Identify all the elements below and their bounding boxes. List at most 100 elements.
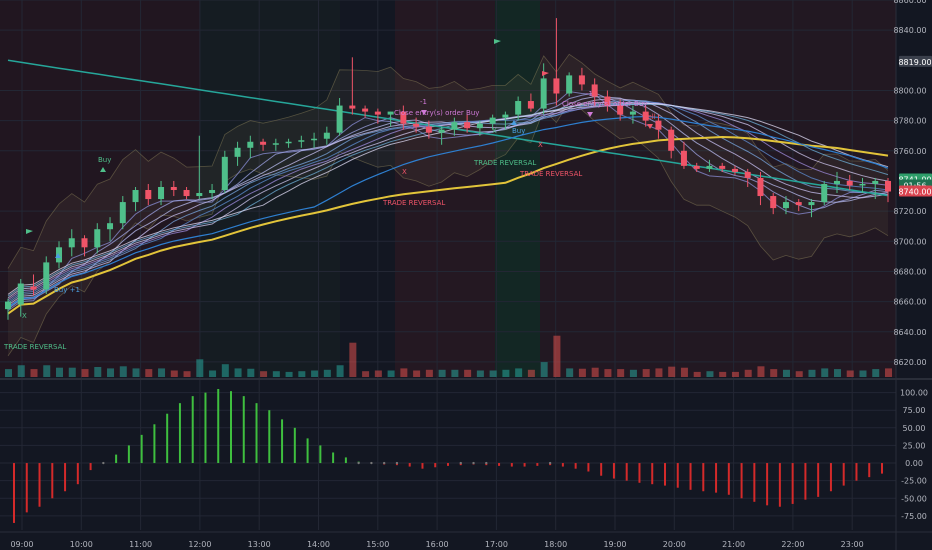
candle-body <box>770 196 777 209</box>
oscillator-zero-dot <box>357 461 360 465</box>
volume-bar <box>5 369 12 377</box>
candle-body <box>833 180 840 184</box>
candle-body <box>221 156 228 191</box>
volume-bar <box>885 368 892 377</box>
candle-body <box>196 193 203 197</box>
candle-body <box>119 202 126 224</box>
osc-axis-label: 25.00 <box>903 441 926 450</box>
osc-axis-label: 0.00 <box>905 459 923 468</box>
candle-body <box>642 111 649 121</box>
osc-axis-label: -75.00 <box>901 512 927 521</box>
volume-bar <box>260 371 268 377</box>
volume-bar <box>221 364 229 377</box>
candle-body <box>451 122 458 130</box>
candle-body <box>311 138 318 141</box>
price-tag-box <box>899 185 932 197</box>
session-shade <box>495 0 540 377</box>
volume-bar <box>846 370 854 377</box>
volume-bar <box>107 368 115 377</box>
volume-bar <box>693 371 701 377</box>
slow-ma-line <box>7 135 889 315</box>
candle-body <box>578 75 585 85</box>
time-axis-label: 14:00 <box>307 540 330 549</box>
annotation-label: Close entry(s) order Buy <box>562 100 647 108</box>
volume-bar <box>209 370 217 377</box>
candle-body <box>566 75 573 94</box>
envelope-band <box>8 54 888 356</box>
volume-bar <box>821 368 829 377</box>
volume-bar <box>731 371 739 377</box>
price-axis-label: 8680.00 <box>893 267 926 276</box>
volume-bar <box>553 335 561 377</box>
annotation-label: -1 <box>420 98 427 106</box>
annotation-label: X <box>402 168 407 176</box>
annotation-label: TRADE REVERSAL <box>382 199 445 207</box>
flag-icon <box>494 39 501 48</box>
volume-bar <box>272 371 280 377</box>
time-axis-label: 23:00 <box>841 540 864 549</box>
candle-body <box>438 129 445 133</box>
candle-body <box>464 122 471 129</box>
time-axis-label: 16:00 <box>426 540 449 549</box>
candle-body <box>425 126 432 133</box>
annotation-label: -1 <box>586 90 593 98</box>
ma-ribbon-line <box>7 92 889 310</box>
candle-body <box>234 147 241 157</box>
candle-body <box>260 141 267 145</box>
candle-body <box>94 229 101 248</box>
volume-bar <box>94 367 102 377</box>
oscillator-zero-dot <box>102 461 105 465</box>
volume-bar <box>540 362 548 377</box>
volume-bar <box>400 368 408 377</box>
volume-bar <box>336 365 344 377</box>
oscillator-zero-dot <box>459 461 462 465</box>
price-axis-label: 8800.00 <box>893 86 926 95</box>
candle-body <box>846 180 853 186</box>
price-tag: 8740.00 <box>898 185 932 197</box>
volume-bar <box>132 368 140 377</box>
volume-bar <box>833 369 841 377</box>
candle-body <box>362 108 369 112</box>
candle-body <box>298 140 305 142</box>
volume-bar <box>719 371 727 377</box>
time-axis-label: 21:00 <box>722 540 745 549</box>
volume-bar <box>183 371 191 377</box>
volume-bar <box>566 368 574 377</box>
volume-bar <box>43 365 51 377</box>
mid-ma-line <box>7 115 889 309</box>
volume-bar <box>196 359 204 377</box>
candle-body <box>107 223 114 230</box>
time-axis-label: 13:00 <box>248 540 271 549</box>
candle-body <box>795 202 802 206</box>
price-axis-label: 8660.00 <box>893 298 926 307</box>
arrow-down-icon <box>421 110 427 115</box>
volume-bar <box>30 369 38 377</box>
volume-bar <box>617 369 625 377</box>
long-ma-line <box>7 59 889 197</box>
candle-body <box>323 132 330 139</box>
flag-icon <box>26 229 33 238</box>
candle-body <box>680 150 687 166</box>
volume-bar <box>744 369 752 377</box>
volume-bar <box>158 368 166 377</box>
volume-bar <box>68 367 76 377</box>
volume-bar <box>119 366 127 377</box>
price-tag-label: 8819.00 <box>898 58 931 67</box>
volume-bar <box>808 369 816 377</box>
volume-bar <box>502 369 510 377</box>
volume-bar <box>604 369 612 377</box>
volume-bar <box>655 368 663 377</box>
volume-bar <box>298 371 306 377</box>
ma-ribbon-line <box>7 103 889 299</box>
candle-body <box>782 202 789 209</box>
oscillator-zero-dot <box>485 461 488 465</box>
volume-bar <box>425 369 433 377</box>
time-axis-label: 19:00 <box>603 540 626 549</box>
oscillator-zero-dot <box>548 461 552 465</box>
candle-body <box>349 105 356 109</box>
time-axis-label: 17:00 <box>485 540 508 549</box>
candle-body <box>183 190 190 197</box>
osc-axis-label: -25.00 <box>901 477 927 486</box>
candle-body <box>158 186 165 200</box>
